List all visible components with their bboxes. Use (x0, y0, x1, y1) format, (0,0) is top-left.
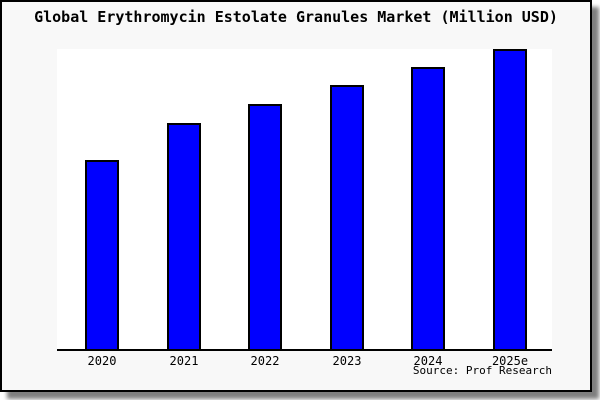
x-axis-ticks: 2020 2021 2022 2023 2024 2025e (2, 354, 590, 370)
bar-2025e (493, 49, 527, 349)
bar-2021 (167, 123, 201, 349)
x-tick-label-2020: 2020 (87, 354, 117, 368)
bar-2022 (248, 104, 282, 349)
chart-frame: Global Erythromycin Estolate Granules Ma… (0, 0, 592, 392)
bar-2024 (411, 67, 445, 349)
chart-title: Global Erythromycin Estolate Granules Ma… (34, 8, 558, 26)
source-credit: Source: Prof Research (412, 364, 552, 377)
bar-2020 (85, 160, 119, 349)
bar-2023 (330, 85, 364, 349)
x-tick-label-2021: 2021 (169, 354, 199, 368)
x-tick-label-2024: 2024 (413, 354, 443, 368)
x-tick-label-2023: 2023 (332, 354, 362, 368)
plot-area (57, 49, 552, 351)
x-tick-label-2025e: 2025e (491, 354, 529, 368)
x-tick-label-2022: 2022 (250, 354, 280, 368)
